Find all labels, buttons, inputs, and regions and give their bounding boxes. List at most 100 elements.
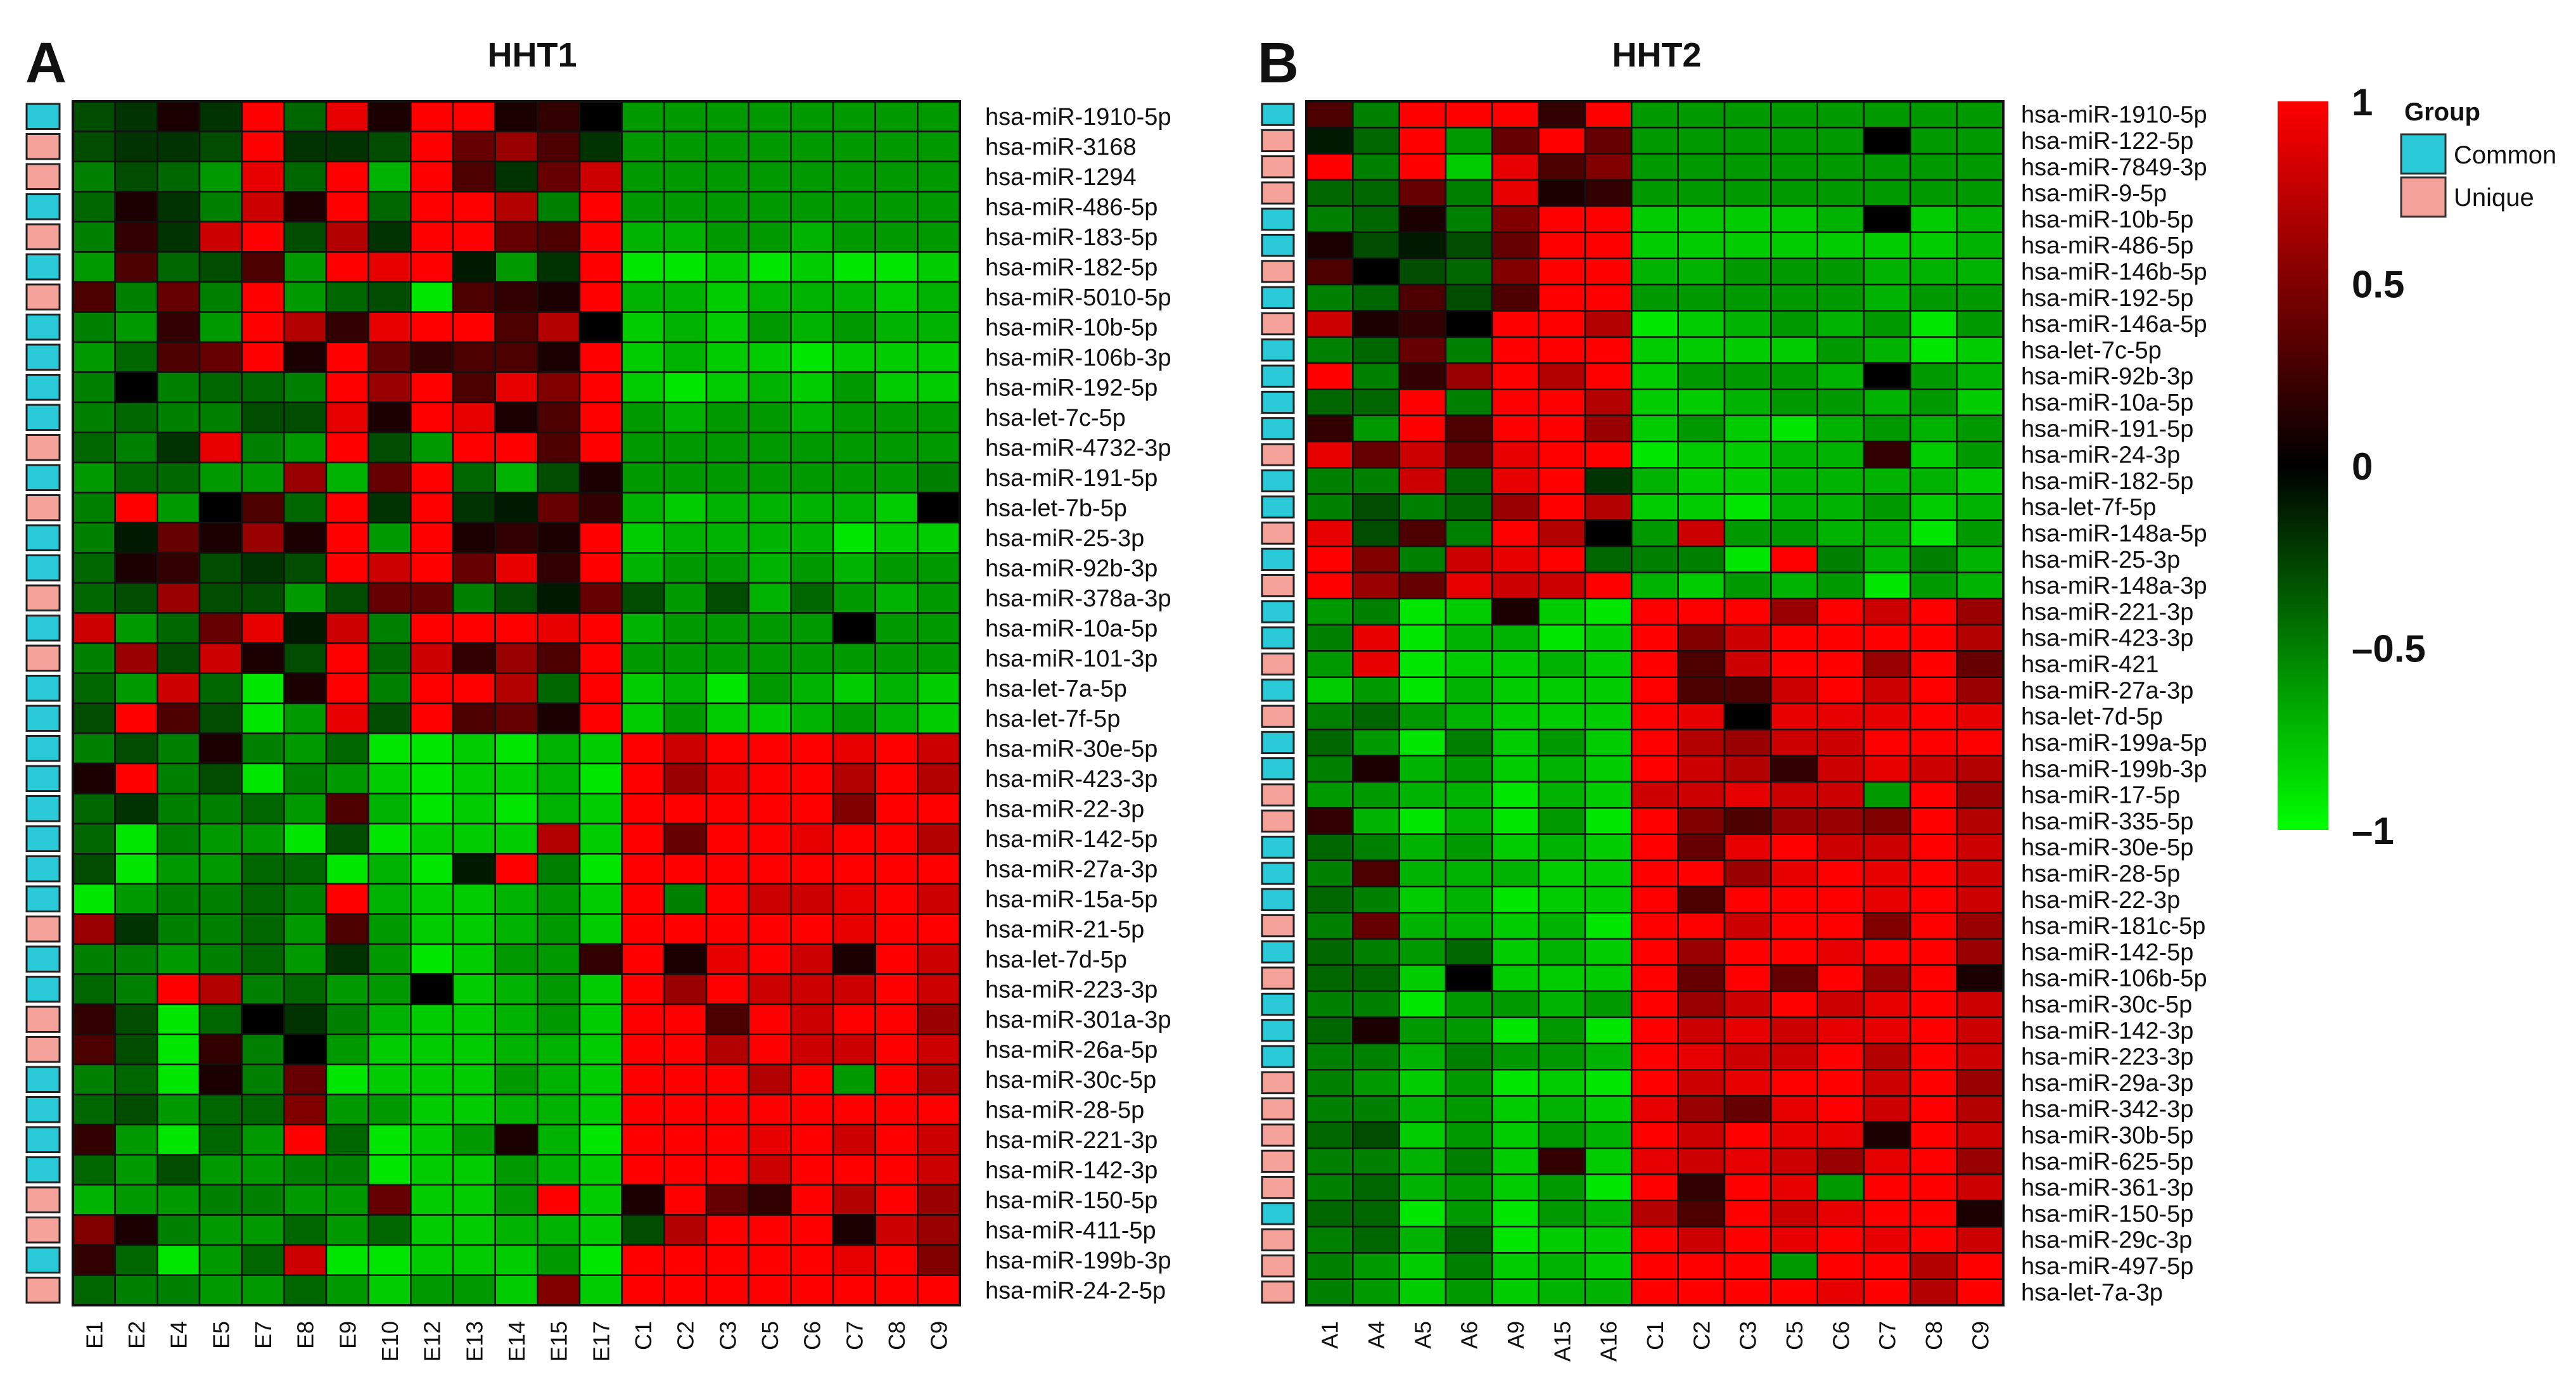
- heatmap-cell: [1723, 755, 1772, 783]
- heatmap-cell: [452, 1003, 496, 1035]
- heatmap-cell: [705, 461, 749, 494]
- row-label: hsa-miR-10a-5p: [2021, 390, 2193, 416]
- heatmap-cell: [114, 1184, 158, 1216]
- heatmap-cell: [1398, 257, 1447, 286]
- heatmap-cell: [1305, 1016, 1354, 1045]
- row-label: hsa-miR-150-5p: [2021, 1201, 2193, 1227]
- heatmap-cell: [1816, 440, 1865, 469]
- heatmap-cell: [1770, 1095, 1818, 1123]
- heatmap-cell: [1770, 781, 1818, 809]
- heatmap-cell: [1538, 545, 1586, 573]
- heatmap-cell: [537, 160, 581, 193]
- col-label: E1: [81, 1321, 107, 1349]
- heatmap-cell: [1491, 545, 1540, 573]
- heatmap-cell: [874, 582, 919, 614]
- heatmap-cell: [874, 1184, 919, 1216]
- heatmap-cell: [1305, 519, 1354, 547]
- heatmap-cell: [1723, 467, 1772, 495]
- heatmap-cell: [917, 521, 961, 554]
- group-marker: [1261, 914, 1295, 938]
- row-label: hsa-let-7f-5p: [985, 706, 1120, 732]
- heatmap-cell: [1816, 1042, 1865, 1071]
- heatmap-cell: [1491, 1252, 1540, 1280]
- heatmap-cell: [1584, 1069, 1633, 1097]
- heatmap-cell: [1305, 833, 1354, 862]
- row-label: hsa-miR-10b-5p: [2021, 207, 2193, 233]
- heatmap-cell: [367, 521, 412, 554]
- heatmap-cell: [1677, 938, 1726, 966]
- heatmap-cell: [156, 1214, 201, 1246]
- heatmap-cell: [241, 492, 285, 524]
- heatmap-cell: [241, 762, 285, 795]
- heatmap-cell: [1444, 153, 1493, 181]
- heatmap-cell: [537, 100, 581, 132]
- heatmap-cell: [1910, 257, 1958, 286]
- heatmap-cell: [917, 401, 961, 433]
- heatmap-cell: [1352, 1095, 1400, 1123]
- heatmap-cell: [1584, 153, 1633, 181]
- col-label: C2: [673, 1321, 699, 1350]
- heatmap-cell: [1816, 650, 1865, 678]
- heatmap-cell: [1770, 205, 1818, 233]
- heatmap-cell: [1816, 1252, 1865, 1280]
- heatmap-cell: [1631, 100, 1679, 129]
- col-label: C5: [757, 1321, 783, 1350]
- heatmap-cell: [1863, 1173, 1911, 1202]
- col-label: E5: [208, 1321, 234, 1349]
- heatmap-cell: [1956, 990, 2005, 1018]
- heatmap-cell: [1444, 571, 1493, 600]
- heatmap-cell: [494, 943, 539, 975]
- heatmap-cell: [241, 913, 285, 945]
- heatmap-cell: [241, 521, 285, 554]
- heatmap-cell: [156, 1033, 201, 1066]
- row-label: hsa-miR-30e-5p: [985, 736, 1157, 762]
- row-label: hsa-miR-24-2-5p: [985, 1277, 1166, 1304]
- heatmap-cell: [1816, 990, 1865, 1018]
- heatmap-cell: [1863, 153, 1911, 181]
- heatmap-cell: [452, 220, 496, 253]
- heatmap-cell: [410, 401, 454, 433]
- heatmap-cell: [1584, 1042, 1633, 1071]
- heatmap-cell: [72, 492, 116, 524]
- heatmap-cell: [1538, 755, 1586, 783]
- heatmap-cell: [1352, 467, 1400, 495]
- group-marker: [25, 735, 61, 762]
- heatmap-cell: [1816, 676, 1865, 705]
- heatmap-cell: [1491, 336, 1540, 364]
- heatmap-cell: [156, 672, 201, 705]
- heatmap-cell: [1491, 388, 1540, 416]
- heatmap-cell: [832, 973, 876, 1006]
- heatmap-cell: [452, 341, 496, 373]
- heatmap-cell: [1631, 1016, 1679, 1045]
- heatmap-cell: [325, 883, 369, 915]
- heatmap-cell: [1584, 1225, 1633, 1254]
- heatmap-cell: [156, 883, 201, 915]
- heatmap-cell: [198, 642, 243, 674]
- heatmap-cell: [621, 1063, 665, 1095]
- heatmap-cell: [452, 1063, 496, 1095]
- heatmap-cell: [1444, 414, 1493, 443]
- heatmap-cell: [1538, 153, 1586, 181]
- group-marker: [1261, 469, 1295, 493]
- panel-a-row-labels: hsa-miR-1910-5phsa-miR-3168hsa-miR-1294h…: [985, 104, 1171, 1305]
- heatmap-cell: [1398, 1016, 1447, 1045]
- heatmap-cell: [1677, 729, 1726, 757]
- heatmap-cell: [410, 762, 454, 795]
- group-marker: [1261, 547, 1295, 571]
- heatmap-cell: [1816, 1016, 1865, 1045]
- heatmap-cell: [1863, 623, 1911, 652]
- heatmap-cell: [1631, 1199, 1679, 1228]
- heatmap-cell: [452, 732, 496, 765]
- group-marker: [25, 404, 61, 431]
- heatmap-cell: [156, 431, 201, 464]
- heatmap-cell: [1538, 833, 1586, 862]
- heatmap-cell: [1538, 650, 1586, 678]
- group-marker: [25, 675, 61, 702]
- heatmap-cell: [114, 612, 158, 644]
- heatmap-cell: [1491, 310, 1540, 338]
- heatmap-cell: [1631, 362, 1679, 390]
- panel-a-col-labels: E1 E2 E4 E5 E7 E8 E9 E10 E12 E13 E14 E15 E17 C1 C2 C3 C5…: [81, 1321, 952, 1362]
- heatmap-cell: [917, 1003, 961, 1035]
- heatmap-cell: [114, 913, 158, 945]
- row-label: hsa-let-7d-5p: [985, 947, 1127, 973]
